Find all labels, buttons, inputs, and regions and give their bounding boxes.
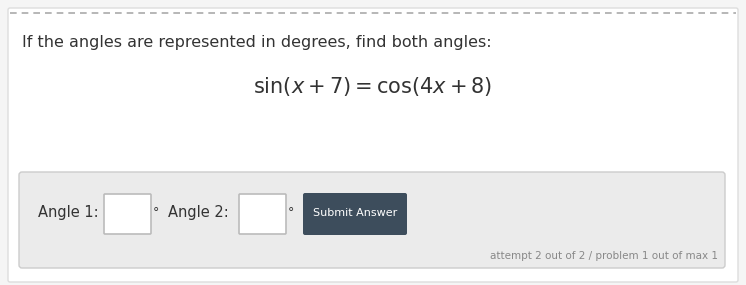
Text: °: ° bbox=[153, 207, 160, 219]
FancyBboxPatch shape bbox=[303, 193, 407, 235]
Text: If the angles are represented in degrees, find both angles:: If the angles are represented in degrees… bbox=[22, 35, 492, 50]
Text: Angle 1:: Angle 1: bbox=[38, 205, 98, 221]
Text: Submit Answer: Submit Answer bbox=[313, 208, 397, 218]
Text: $\sin(x + 7) = \cos(4x + 8)$: $\sin(x + 7) = \cos(4x + 8)$ bbox=[254, 76, 492, 99]
Text: attempt 2 out of 2 / problem 1 out of max 1: attempt 2 out of 2 / problem 1 out of ma… bbox=[490, 251, 718, 261]
FancyBboxPatch shape bbox=[19, 172, 725, 268]
Text: Angle 2:: Angle 2: bbox=[168, 205, 229, 221]
Text: °: ° bbox=[288, 207, 295, 219]
FancyBboxPatch shape bbox=[8, 8, 738, 282]
FancyBboxPatch shape bbox=[104, 194, 151, 234]
FancyBboxPatch shape bbox=[239, 194, 286, 234]
